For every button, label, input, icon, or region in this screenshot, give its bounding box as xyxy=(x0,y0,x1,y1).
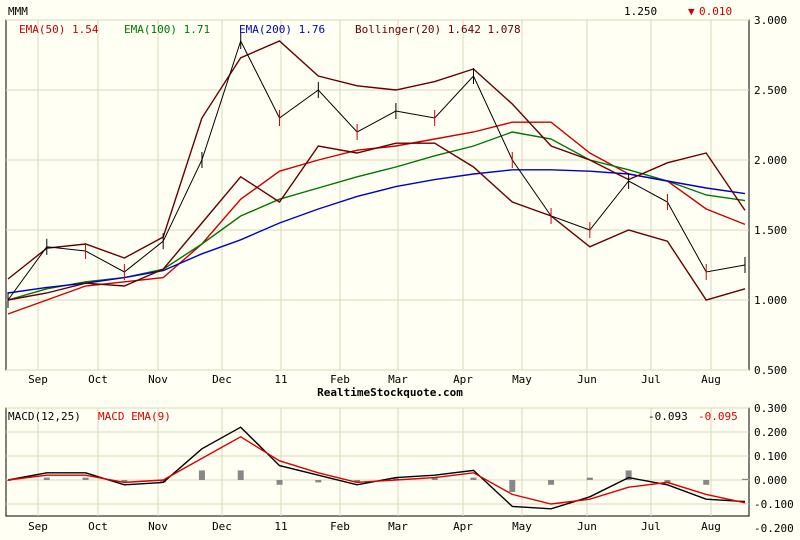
macd-histogram-bar xyxy=(5,480,11,481)
macd-histogram-bar xyxy=(703,480,710,485)
price-x-tick-label: Aug xyxy=(701,373,721,386)
legend-ema100: EMA(100) 1.71 xyxy=(124,23,210,36)
macd-x-tick-label: Aug xyxy=(701,520,721,533)
price-y-axis: 3.000 2.500 2.000 1.500 1.000 0.500 xyxy=(754,14,787,377)
legend-ema200: EMA(200) 1.76 xyxy=(239,23,325,36)
price-x-tick-label: Jun xyxy=(577,373,597,386)
macd-histogram-bar xyxy=(664,480,671,483)
symbol-label: MMM xyxy=(8,5,28,18)
macd-y-tick-label: 0.300 xyxy=(754,402,787,415)
macd-histogram-bar xyxy=(276,480,283,485)
macd-y-tick-label: 0.000 xyxy=(754,474,787,487)
macd-y-axis: 0.300 0.200 0.100 0.000 -0.100 -0.200 xyxy=(754,402,794,535)
macd-histogram-bar xyxy=(548,480,555,485)
change-arrow-icon: ▼ xyxy=(688,5,695,18)
macd-histogram-bar xyxy=(43,477,50,480)
price-x-tick-label: 11 xyxy=(274,373,287,386)
price-x-tick-label: Feb xyxy=(330,373,350,386)
macd-histogram-bar xyxy=(198,470,205,480)
price-x-tick-label: Nov xyxy=(148,373,168,386)
macd-histogram-bar xyxy=(160,480,167,483)
macd-x-axis: Sep Oct Nov Dec 11 Feb Mar Apr May Jun Jul Aug xyxy=(28,520,721,533)
price-change: 0.010 xyxy=(699,5,732,18)
macd-value: -0.093 xyxy=(648,410,688,423)
price-panel xyxy=(5,19,750,371)
macd-histogram-bar xyxy=(742,478,748,480)
macd-x-tick-label: Mar xyxy=(388,520,408,533)
price-y-tick-label: 1.500 xyxy=(754,224,787,237)
last-price: 1.250 xyxy=(624,5,657,18)
macd-signal-line xyxy=(7,435,746,505)
macd-histogram-bar xyxy=(82,477,89,480)
macd-histogram-bar xyxy=(237,470,244,480)
macd-histogram-bar xyxy=(392,477,399,480)
macd-x-tick-label: Jul xyxy=(641,520,661,533)
macd-signal-value: -0.095 xyxy=(698,410,738,423)
macd-x-tick-label: Jun xyxy=(577,520,597,533)
macd-histogram-bar xyxy=(470,477,477,480)
watermark: RealtimeStockquote.com xyxy=(317,386,463,399)
price-y-tick-label: 3.000 xyxy=(754,14,787,27)
macd-histogram-bar xyxy=(586,477,593,480)
macd-histogram-bar xyxy=(509,480,516,492)
macd-x-tick-label: Feb xyxy=(330,520,350,533)
macd-histogram-bar xyxy=(315,480,322,483)
macd-x-tick-label: 11 xyxy=(274,520,287,533)
macd-x-tick-label: Sep xyxy=(28,520,48,533)
price-x-tick-label: Apr xyxy=(453,373,473,386)
price-x-axis: Sep Oct Nov Dec 11 Feb Mar Apr May Jun Jul Aug xyxy=(28,373,721,386)
bollinger-upper-line xyxy=(7,40,746,280)
macd-legend-label: MACD(12,25) xyxy=(8,410,81,423)
macd-histogram-bar xyxy=(354,480,361,483)
price-x-tick-label: Oct xyxy=(88,373,108,386)
macd-histogram-bar xyxy=(431,477,438,480)
macd-histogram-bar xyxy=(121,480,128,483)
legend-bollinger: Bollinger(20) 1.642 1.078 xyxy=(355,23,521,36)
price-x-tick-label: Sep xyxy=(28,373,48,386)
price-x-tick-label: Jul xyxy=(641,373,661,386)
macd-signal-legend-label: MACD EMA(9) xyxy=(98,410,171,423)
macd-x-tick-label: Dec xyxy=(212,520,232,533)
macd-x-tick-label: Apr xyxy=(453,520,473,533)
price-line xyxy=(7,39,746,301)
price-x-tick-label: Dec xyxy=(212,373,232,386)
price-y-tick-label: 0.500 xyxy=(754,364,787,377)
macd-x-tick-label: Nov xyxy=(148,520,168,533)
price-y-tick-label: 1.000 xyxy=(754,294,787,307)
ema200-line xyxy=(7,169,746,294)
macd-grid xyxy=(6,407,749,516)
price-x-tick-label: Mar xyxy=(388,373,408,386)
macd-plot xyxy=(5,426,748,510)
macd-x-tick-label: Oct xyxy=(88,520,108,533)
price-y-tick-label: 2.000 xyxy=(754,154,787,167)
macd-y-tick-label: 0.200 xyxy=(754,426,787,439)
macd-y-tick-label: 0.100 xyxy=(754,450,787,463)
price-x-tick-label: May xyxy=(512,373,532,386)
price-y-tick-label: 2.500 xyxy=(754,84,787,97)
legend-ema50: EMA(50) 1.54 xyxy=(19,23,99,36)
price-plot xyxy=(7,33,746,315)
macd-y-tick-label: -0.200 xyxy=(754,522,794,535)
macd-x-tick-label: May xyxy=(512,520,532,533)
bollinger-lower-line xyxy=(7,142,746,301)
macd-histogram-bar xyxy=(625,470,632,480)
macd-panel xyxy=(5,407,750,517)
macd-y-tick-label: -0.100 xyxy=(754,498,794,511)
